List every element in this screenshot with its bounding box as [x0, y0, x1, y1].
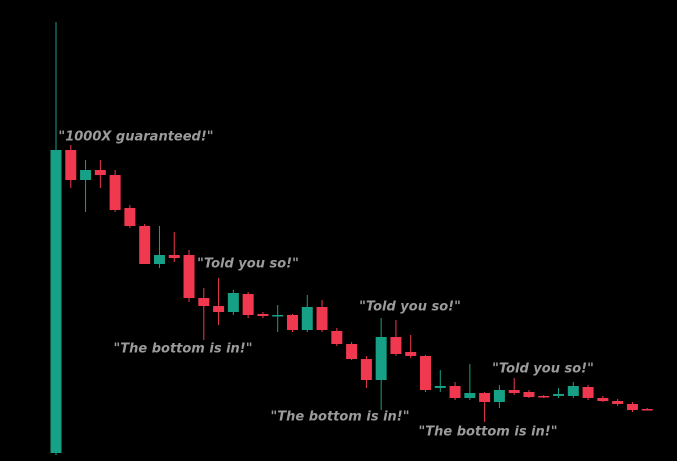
annotation: "The bottom is in!" [113, 342, 252, 357]
candle-body [331, 331, 343, 344]
candle-body [508, 390, 520, 393]
candle-body [567, 386, 579, 396]
candle-body [80, 170, 92, 180]
annotation: "The bottom is in!" [418, 425, 557, 440]
candle-body [316, 307, 328, 330]
candle-body [641, 409, 653, 411]
candle-body [301, 307, 313, 330]
candle-body [50, 150, 62, 453]
candle-body [65, 150, 77, 180]
candle-body [553, 394, 565, 396]
candle-body [582, 387, 594, 398]
candle-body [227, 293, 239, 312]
candle-body [124, 208, 136, 226]
candle-body [109, 175, 121, 210]
candle-body [153, 255, 165, 264]
candle-body [538, 396, 550, 398]
candle-body [139, 226, 151, 264]
candle-body [434, 386, 446, 388]
candle-body [94, 170, 106, 175]
candle-body [286, 315, 298, 330]
annotation: "Told you so!" [197, 257, 299, 272]
candle-body [213, 306, 225, 312]
candle-body [257, 314, 269, 316]
candle-body [626, 404, 638, 410]
candle-body [242, 294, 254, 315]
annotation: "The bottom is in!" [270, 410, 409, 425]
annotation: "Told you so!" [359, 300, 461, 315]
candle-body [612, 401, 624, 404]
candle-body [479, 393, 491, 402]
candle-body [168, 255, 180, 258]
candle-body [523, 392, 535, 397]
candle-body [272, 315, 284, 317]
candle-body [597, 398, 609, 401]
annotation: "1000X guaranteed!" [58, 130, 213, 145]
candle-body [375, 337, 387, 380]
candle-body [464, 393, 476, 398]
candle-body [449, 386, 461, 398]
candle-body [493, 390, 505, 402]
candle-body [346, 344, 358, 359]
candle-body [420, 356, 431, 390]
candle-body [198, 298, 210, 306]
candle-body [360, 359, 372, 380]
candle-body [405, 352, 417, 356]
candle-body [183, 255, 195, 298]
annotation: "Told you so!" [492, 362, 594, 377]
candle-body [390, 337, 402, 354]
